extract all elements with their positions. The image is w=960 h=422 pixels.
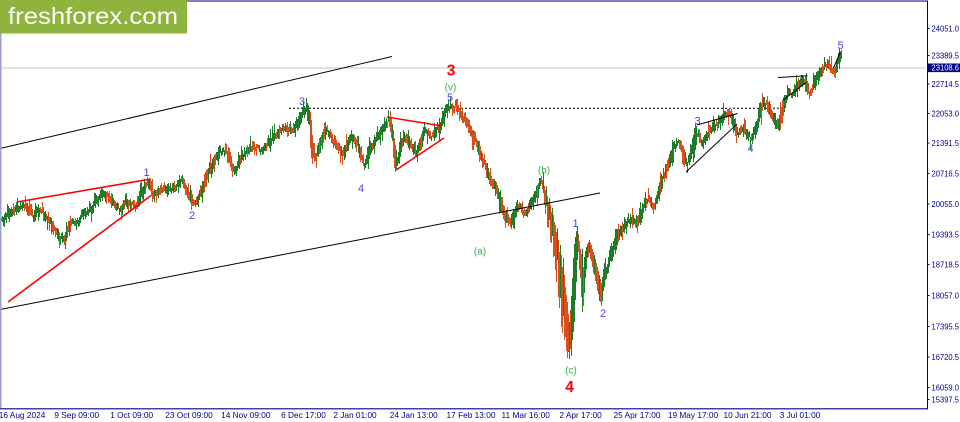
svg-text:1: 1 <box>572 218 578 230</box>
svg-text:20716.5: 20716.5 <box>932 169 960 179</box>
svg-text:18057.0: 18057.0 <box>932 291 960 301</box>
svg-text:22053.0: 22053.0 <box>932 109 960 119</box>
svg-text:23 Oct 09:00: 23 Oct 09:00 <box>165 410 213 420</box>
svg-text:5: 5 <box>837 40 843 52</box>
svg-text:4: 4 <box>358 183 364 195</box>
svg-text:17 Feb 13:00: 17 Feb 13:00 <box>447 410 496 420</box>
svg-text:1: 1 <box>143 167 149 179</box>
svg-text:3: 3 <box>299 96 305 108</box>
svg-text:19 May 17:00: 19 May 17:00 <box>668 410 719 420</box>
svg-text:3 Jul 01:00: 3 Jul 01:00 <box>780 410 821 420</box>
svg-text:24 Jan 13:00: 24 Jan 13:00 <box>390 410 438 420</box>
svg-text:3: 3 <box>694 116 700 128</box>
svg-text:10 Jun 21:00: 10 Jun 21:00 <box>724 410 772 420</box>
svg-text:25 Apr 17:00: 25 Apr 17:00 <box>613 410 660 420</box>
svg-text:19393.5: 19393.5 <box>932 230 960 240</box>
svg-text:16 Aug 2024: 16 Aug 2024 <box>0 410 46 420</box>
svg-text:9 Sep 09:00: 9 Sep 09:00 <box>54 410 99 420</box>
svg-text:4: 4 <box>747 143 753 155</box>
svg-text:6 Dec 17:00: 6 Dec 17:00 <box>281 410 326 420</box>
svg-text:(c): (c) <box>565 366 577 377</box>
svg-text:15397.5: 15397.5 <box>932 395 960 405</box>
svg-text:20055.0: 20055.0 <box>932 199 960 209</box>
svg-text:freshforex.com: freshforex.com <box>8 3 178 29</box>
svg-text:22714.5: 22714.5 <box>932 79 960 89</box>
svg-text:4: 4 <box>565 379 574 396</box>
svg-text:5: 5 <box>447 92 453 104</box>
svg-text:1 Oct 09:00: 1 Oct 09:00 <box>110 410 153 420</box>
svg-text:2: 2 <box>600 308 606 320</box>
svg-text:16720.5: 16720.5 <box>932 352 960 362</box>
svg-text:17395.5: 17395.5 <box>932 322 960 332</box>
svg-text:24051.0: 24051.0 <box>932 24 960 34</box>
svg-text:2 Jan 01:00: 2 Jan 01:00 <box>333 410 377 420</box>
svg-text:2: 2 <box>189 210 195 222</box>
svg-text:14 Nov 09:00: 14 Nov 09:00 <box>221 410 271 420</box>
svg-text:18718.5: 18718.5 <box>932 260 960 270</box>
svg-text:23108.6: 23108.6 <box>932 63 960 73</box>
svg-text:23389.5: 23389.5 <box>932 51 960 61</box>
svg-text:(b): (b) <box>538 166 550 177</box>
svg-text:(v): (v) <box>445 83 457 94</box>
svg-text:21391.5: 21391.5 <box>932 138 960 148</box>
svg-text:3: 3 <box>447 63 456 80</box>
svg-text:2 Apr 17:00: 2 Apr 17:00 <box>559 410 602 420</box>
svg-text:11 Mar 16:00: 11 Mar 16:00 <box>502 410 551 420</box>
svg-text:(a): (a) <box>474 247 486 258</box>
svg-text:16059.0: 16059.0 <box>932 383 960 393</box>
